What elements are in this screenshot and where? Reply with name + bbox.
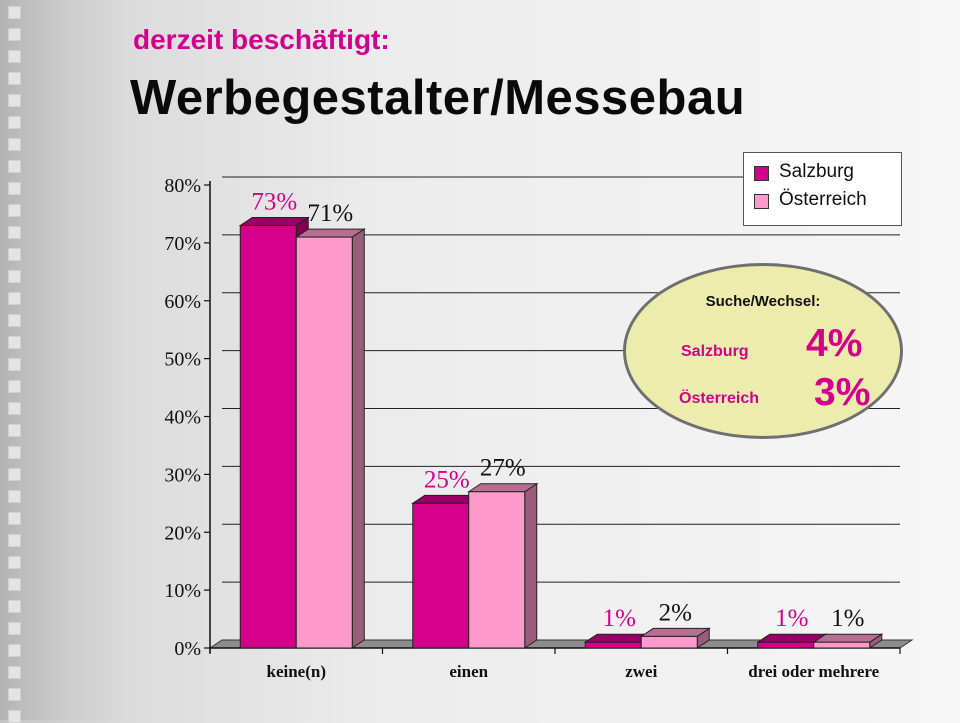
decorative-square: [8, 270, 21, 283]
legend-swatch-oesterreich: [754, 194, 769, 209]
decorative-square: [8, 336, 21, 349]
x-tick-label: einen: [449, 662, 488, 681]
y-tick-label: 60%: [164, 291, 201, 313]
data-label: 27%: [480, 455, 526, 482]
decorative-square: [8, 28, 21, 41]
decorative-square: [8, 160, 21, 173]
bar-top: [294, 228, 366, 238]
decorative-square: [8, 314, 21, 327]
decorative-square: [8, 556, 21, 569]
decorative-square: [8, 578, 21, 591]
search-change-callout: Suche/Wechsel: Salzburg 4% Österreich 3%: [623, 263, 903, 439]
bar-oesterreich: [295, 236, 353, 649]
bar-top: [467, 483, 539, 493]
data-label: 73%: [251, 189, 297, 216]
legend-swatch-salzburg: [754, 166, 769, 181]
decorative-square: [8, 688, 21, 701]
decorative-square: [8, 468, 21, 481]
bar-salzburg: [757, 641, 815, 649]
decorative-square: [8, 600, 21, 613]
data-label: 1%: [831, 605, 864, 632]
y-tick-label: 50%: [164, 349, 201, 371]
decorative-square: [8, 358, 21, 371]
data-label: 25%: [424, 466, 470, 493]
decorative-square: [8, 402, 21, 415]
slide-subtitle: derzeit beschäftigt:: [133, 24, 390, 55]
legend-label-salzburg: Salzburg: [779, 161, 854, 182]
decorative-square: [8, 50, 21, 63]
bar-top: [639, 627, 711, 637]
decorative-square: [8, 446, 21, 459]
decorative-square: [8, 204, 21, 217]
side-strip: [0, 0, 115, 723]
slide-title: Werbegestalter/Messebau: [130, 71, 746, 125]
decorative-square: [8, 6, 21, 19]
callout-label-salzburg: Salzburg: [681, 343, 749, 360]
decorative-square: [8, 138, 21, 151]
decorative-square: [8, 72, 21, 85]
bar-top: [812, 633, 884, 643]
callout-label-oesterreich: Österreich: [679, 390, 760, 407]
decorative-square: [8, 512, 21, 525]
bar-salzburg: [584, 641, 642, 649]
data-label: 2%: [659, 599, 692, 626]
y-tick-label: 40%: [164, 407, 201, 429]
y-tick-label: 30%: [164, 464, 201, 486]
callout-value-oesterreich: 3%: [814, 371, 871, 414]
bar-top: [238, 217, 310, 227]
decorative-square: [8, 424, 21, 437]
bar-salzburg: [239, 225, 297, 649]
bar-oesterreich: [813, 641, 871, 649]
decorative-square: [8, 644, 21, 657]
decorative-square: [8, 116, 21, 129]
decorative-square: [8, 226, 21, 239]
decorative-square: [8, 292, 21, 305]
bar-salzburg: [412, 502, 470, 649]
y-tick-label: 0%: [174, 638, 201, 660]
decorative-squares: [8, 0, 26, 723]
decorative-square: [8, 666, 21, 679]
bar-oesterreich: [468, 491, 526, 649]
decorative-square: [8, 182, 21, 195]
bar-side: [524, 482, 538, 649]
decorative-square: [8, 248, 21, 261]
decorative-square: [8, 490, 21, 503]
callout-value-salzburg: 4%: [806, 322, 863, 365]
x-tick-label: zwei: [625, 662, 657, 681]
y-tick-label: 70%: [164, 233, 201, 255]
bar-side: [351, 228, 365, 649]
y-tick-label: 10%: [164, 580, 201, 602]
data-label: 1%: [603, 605, 636, 632]
x-tick-label: keine(n): [267, 662, 327, 681]
legend-label-oesterreich: Österreich: [779, 189, 867, 210]
decorative-square: [8, 94, 21, 107]
bar-oesterreich: [640, 635, 698, 649]
data-label: 1%: [775, 605, 808, 632]
x-tick-label: drei oder mehrere: [748, 662, 879, 681]
y-tick-label: 20%: [164, 522, 201, 544]
chart-legend: Salzburg Österreich: [743, 152, 902, 226]
decorative-square: [8, 380, 21, 393]
y-tick-label: 80%: [164, 175, 201, 197]
decorative-square: [8, 622, 21, 635]
decorative-square: [8, 534, 21, 547]
data-label: 71%: [307, 200, 353, 227]
callout-title: Suche/Wechsel:: [705, 293, 821, 310]
